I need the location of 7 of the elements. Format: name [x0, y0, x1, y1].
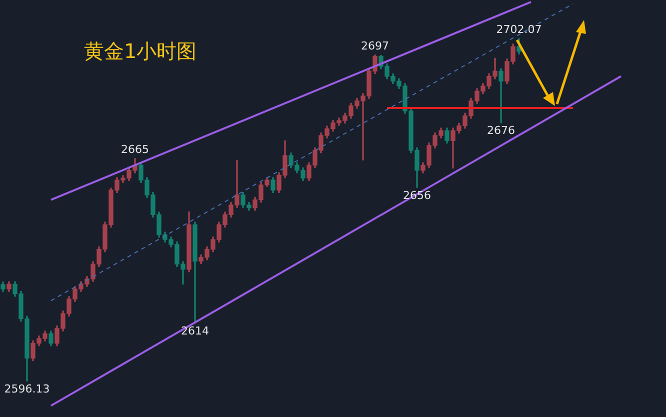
annotation: 2665 [121, 142, 149, 156]
annotation: 2676 [487, 124, 515, 138]
annotation: 2596.13 [4, 382, 50, 396]
annotation: 2614 [181, 324, 209, 338]
annotation: 2702.07 [496, 22, 542, 36]
annotation: 2697 [361, 39, 389, 52]
text: 黄金1小时图 [84, 38, 197, 65]
